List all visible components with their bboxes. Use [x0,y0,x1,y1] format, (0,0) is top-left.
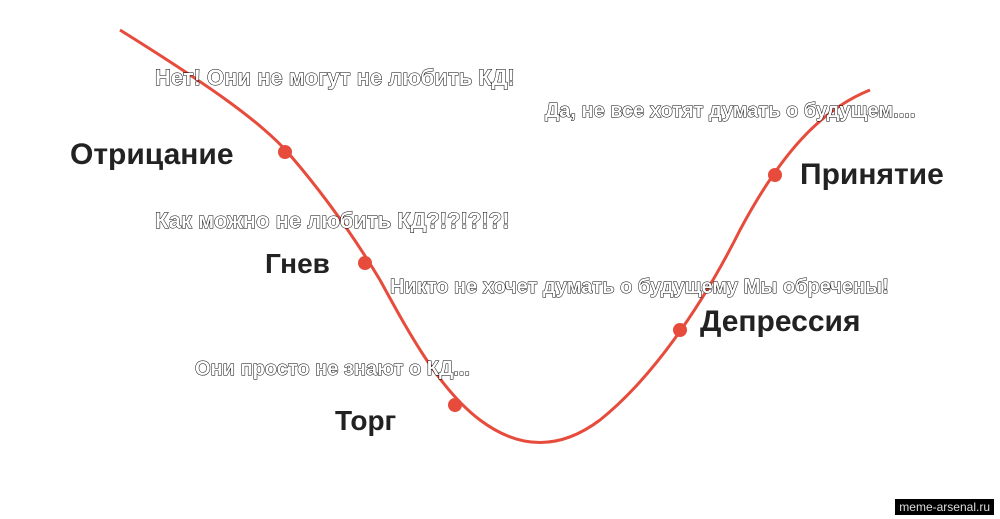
stage-label-2: Торг [335,405,396,437]
meme-caption-0: Нет! Они не могут не любить КД! [155,65,515,91]
stage-point-4 [768,168,782,182]
stage-label-3: Депрессия [700,305,860,339]
meme-caption-2: Как можно не любить КД?!?!?!?! [155,208,509,234]
stage-point-2 [448,398,462,412]
stage-label-4: Принятие [800,158,944,192]
stage-point-3 [673,323,687,337]
stage-point-1 [358,256,372,270]
meme-caption-1: Да, не все хотят думать о будущем.... [545,100,915,123]
meme-caption-3: Никто не хочет думать о будущему Мы обре… [390,276,889,299]
stage-point-0 [278,145,292,159]
stage-label-0: Отрицание [70,138,234,172]
stage-label-1: Гнев [265,248,330,280]
meme-caption-4: Они просто не знают о КД... [195,358,470,381]
watermark-label: meme-arsenal.ru [895,499,994,515]
